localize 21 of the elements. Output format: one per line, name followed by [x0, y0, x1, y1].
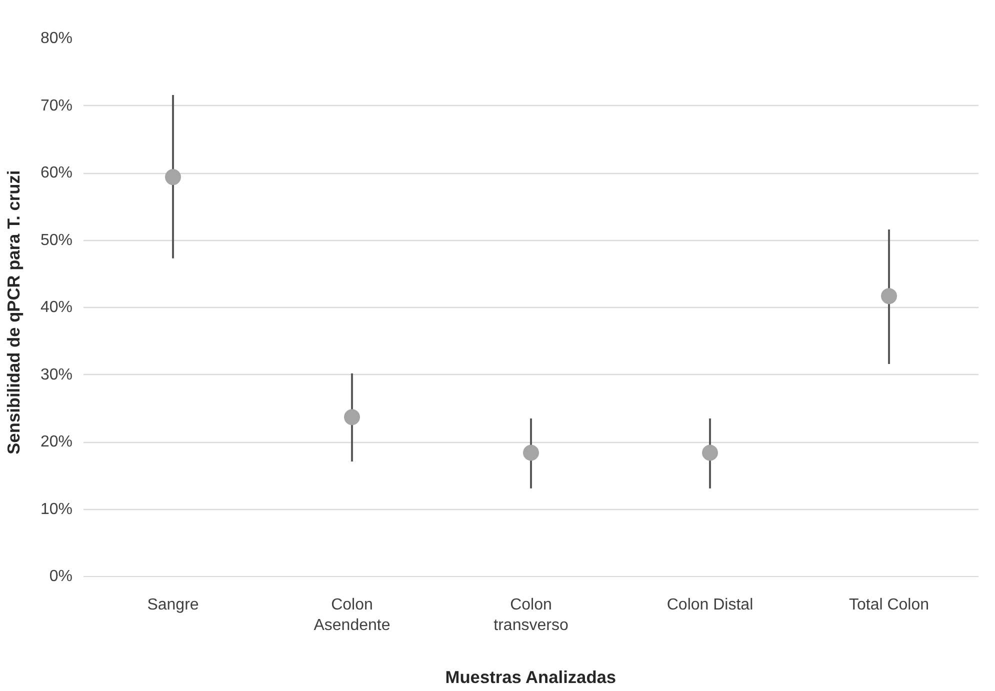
x-tick-label: Total Colon [848, 596, 930, 614]
x-axis-title: Muestras Analizadas [445, 666, 616, 687]
y-tick-label: 30% [40, 366, 73, 384]
y-tick-label: 50% [40, 232, 73, 249]
point [702, 444, 718, 461]
y-tick-label: 70% [40, 97, 73, 114]
y-tick-label: 0% [49, 568, 72, 585]
point [523, 444, 539, 461]
point [344, 409, 360, 426]
point [881, 288, 897, 304]
y-tick-label: 40% [40, 299, 73, 316]
x-tick-label: Colon transverso [494, 596, 568, 634]
x-tick-label: Colon Asendente [314, 596, 390, 634]
point [165, 169, 181, 186]
y-axis-title: Sensibilidad de qPCR para T. cruzi [3, 170, 24, 454]
x-tick-label: Sangre [147, 596, 199, 614]
y-tick-label: 60% [40, 164, 73, 182]
y-tick-label: 10% [40, 500, 73, 518]
y-tick-label: 80% [40, 30, 73, 47]
x-tick-label: Colon Distal [666, 596, 754, 614]
y-tick-label: 20% [40, 434, 73, 450]
